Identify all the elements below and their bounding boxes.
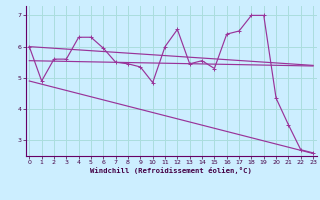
X-axis label: Windchill (Refroidissement éolien,°C): Windchill (Refroidissement éolien,°C)	[90, 167, 252, 174]
